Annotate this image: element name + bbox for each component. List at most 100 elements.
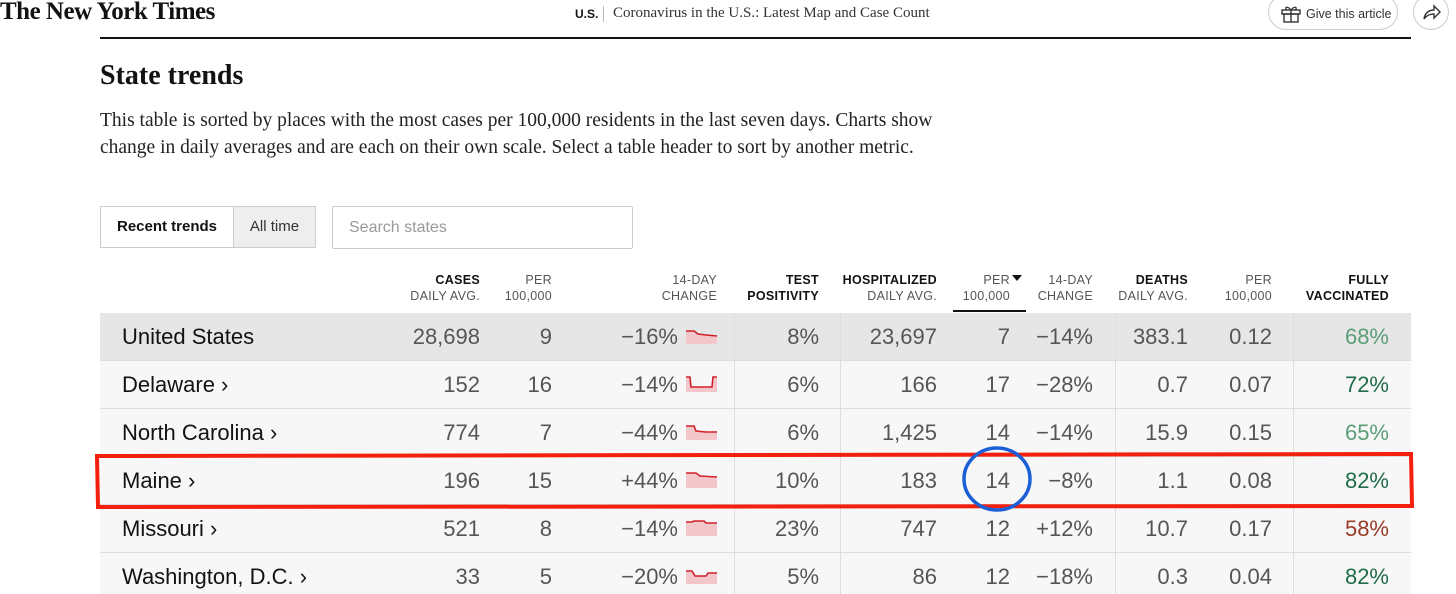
row-name[interactable]: Maine ›	[122, 468, 196, 493]
column-header[interactable]: PER 100,000	[1112, 272, 1272, 304]
table-cell: 23%	[774, 516, 819, 541]
table-cell: 0.04	[1229, 564, 1272, 589]
column-separator	[840, 553, 841, 594]
table-cell: 10%	[774, 468, 819, 493]
share-icon-button[interactable]	[1413, 0, 1449, 30]
table-cell: 8	[539, 516, 552, 541]
table-cell: 1,425	[881, 420, 937, 445]
tab[interactable]: All time	[233, 207, 315, 247]
table-row	[100, 553, 1411, 594]
section-label[interactable]: U.S.	[575, 7, 599, 21]
table-cell: 14	[985, 468, 1010, 493]
gift-icon	[1281, 6, 1301, 23]
table-cell: 183	[900, 468, 937, 493]
table-cell: 14	[985, 420, 1010, 445]
highlight-box	[94, 451, 1415, 510]
table-cell: 166	[900, 372, 937, 397]
table-cell: 0.12	[1229, 324, 1272, 349]
sparkline-line	[686, 376, 717, 388]
table-cell: 58%	[1344, 516, 1389, 541]
column-header[interactable]: HOSPITALIZED DAILY AVG.	[777, 272, 937, 304]
column-header[interactable]: CASES DAILY AVG.	[320, 272, 480, 304]
column-header-line: 100,000	[1224, 289, 1272, 303]
table-cell: −14%	[621, 516, 678, 541]
sparkline-line	[686, 330, 718, 337]
sparkline	[686, 376, 717, 392]
highlight-circle	[962, 446, 1032, 512]
column-header[interactable]: PER 100,000	[850, 272, 1010, 304]
table-cell: 15	[527, 468, 552, 493]
column-header-line: CASES	[435, 273, 480, 287]
column-separator	[1115, 457, 1116, 505]
table-cell: 0.08	[1229, 468, 1272, 493]
column-separator	[1115, 361, 1116, 409]
column-header-line: DAILY AVG.	[1118, 289, 1188, 303]
table-cell: 521	[443, 516, 480, 541]
column-separator	[840, 313, 841, 361]
column-header[interactable]: 14-DAY CHANGE	[933, 272, 1093, 304]
sparkline-area	[686, 331, 717, 344]
column-separator	[1293, 553, 1294, 594]
sparkline-line	[686, 520, 717, 524]
logo[interactable]: The New York Times	[0, 0, 215, 25]
tab[interactable]: Recent trends	[101, 207, 233, 247]
column-header-line: PER	[983, 273, 1010, 287]
table-row	[100, 313, 1411, 361]
column-separator	[840, 457, 841, 505]
table-row	[100, 361, 1411, 409]
description: This table is sorted by places with the …	[100, 110, 933, 158]
table-cell: 33	[455, 564, 480, 589]
column-header-line: TEST	[785, 273, 819, 287]
row-name[interactable]: Missouri ›	[122, 516, 218, 541]
column-separator	[1115, 505, 1116, 553]
column-header-line: POSITIVITY	[747, 289, 819, 303]
column-separator	[734, 409, 735, 457]
table-cell: +12%	[1036, 516, 1093, 541]
column-header[interactable]: PER 100,000	[392, 272, 552, 304]
search-input[interactable]: Search states	[332, 206, 633, 249]
table-cell: 15.9	[1145, 420, 1188, 445]
table-cell: 82%	[1344, 468, 1389, 493]
table-cell: 6%	[787, 372, 819, 397]
column-header[interactable]: FULLY VACCINATED	[1229, 272, 1389, 304]
column-header-line: HOSPITALIZED	[842, 273, 937, 287]
column-separator	[840, 361, 841, 409]
table-cell: −14%	[621, 372, 678, 397]
header-rule	[100, 37, 1411, 39]
table-cell: 774	[443, 420, 480, 445]
table-cell: 23,697	[869, 324, 937, 349]
column-header[interactable]: TEST POSITIVITY	[659, 272, 819, 304]
column-header[interactable]: 14-DAY CHANGE	[557, 272, 717, 304]
column-separator	[1293, 505, 1294, 553]
table-cell: 10.7	[1145, 516, 1188, 541]
table-cell: −8%	[1048, 468, 1093, 493]
tab-group: Recent trends All time	[100, 206, 316, 248]
share-button-label: Give this article	[1306, 7, 1392, 21]
table-cell: 0.15	[1229, 420, 1272, 445]
column-header[interactable]: DEATHS DAILY AVG.	[1028, 272, 1188, 304]
row-name[interactable]: North Carolina ›	[122, 420, 278, 445]
row-name: United States	[122, 324, 255, 349]
table-row	[100, 505, 1411, 553]
table-cell: 86	[912, 564, 937, 589]
column-header-line: FULLY	[1348, 273, 1389, 287]
sparkline	[686, 472, 718, 488]
sparkline-area	[686, 426, 717, 440]
column-header-line: CHANGE	[1037, 289, 1093, 303]
search-placeholder: Search states	[349, 219, 447, 236]
share-button[interactable]: Give this article	[1268, 0, 1398, 30]
row-name[interactable]: Washington, D.C. ›	[122, 564, 308, 589]
column-header-line: 14-DAY	[1048, 273, 1093, 287]
sparkline-area	[686, 377, 717, 392]
table-cell: 7	[539, 420, 552, 445]
headline: Coronavirus in the U.S.: Latest Map and …	[613, 5, 930, 21]
table-cell: 383.1	[1132, 324, 1188, 349]
row-name[interactable]: Delaware ›	[122, 372, 229, 397]
column-separator	[734, 361, 735, 409]
table-cell: 152	[443, 372, 480, 397]
column-header-line: DAILY AVG.	[867, 289, 937, 303]
column-separator	[1115, 409, 1116, 457]
table-cell: 17	[985, 372, 1010, 397]
